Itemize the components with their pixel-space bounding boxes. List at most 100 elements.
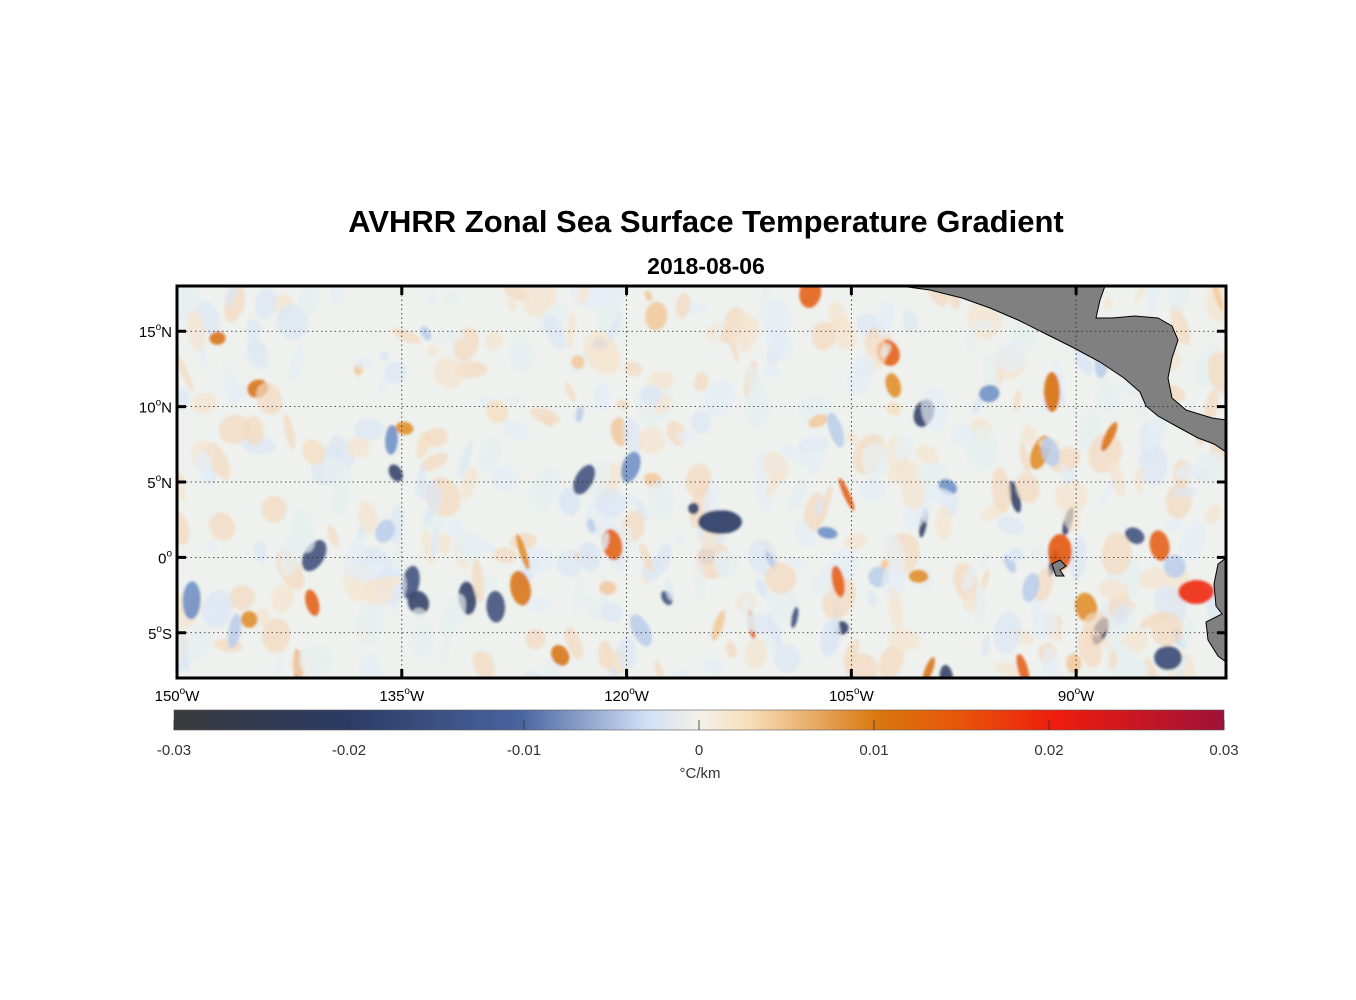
gradient-blob [1135, 466, 1144, 495]
gradient-blob [754, 476, 772, 514]
map-subtitle: 2018-08-06 [647, 253, 765, 279]
gradient-blob [384, 361, 407, 384]
gradient-blob [963, 592, 978, 613]
lon-tick-label: 105oW [829, 686, 875, 705]
colorbar-tick-label: 0.03 [1209, 742, 1238, 759]
gradient-blob [199, 345, 206, 368]
gradient-blob [1101, 532, 1132, 576]
gradient-blob [1109, 459, 1126, 497]
gradient-blob [665, 579, 674, 601]
gradient-blob [1167, 286, 1190, 313]
gradient-blob [1165, 519, 1183, 532]
gradient-blob [994, 611, 1022, 655]
gradient-blob [436, 330, 466, 344]
colorbar-tick-label: -0.03 [157, 742, 191, 759]
gradient-blob [582, 594, 601, 622]
gradient-blob [571, 355, 585, 370]
gradient-blob [694, 560, 706, 603]
lat-tick-label: 15oN [139, 322, 172, 341]
gradient-blob [208, 540, 218, 553]
gradient-blob [1043, 646, 1060, 678]
gradient-blob [254, 607, 271, 625]
gradient-blob [486, 590, 506, 623]
gradient-blob [1054, 479, 1088, 514]
colorbar-tick-label: -0.01 [507, 742, 541, 759]
gradient-blob [209, 331, 226, 345]
gradient-blob [401, 565, 420, 600]
colorbar-tick-label: 0.01 [859, 742, 888, 759]
gradient-blob [746, 364, 764, 408]
gradient-blob [331, 481, 349, 517]
gradient-blob [486, 399, 508, 424]
gradient-blob [815, 497, 824, 518]
colorbar-ticks: -0.03 -0.02 -0.01 0 0.01 0.02 0.03 [157, 720, 1239, 759]
gradient-blob [388, 464, 403, 482]
gradient-blob [838, 478, 855, 511]
gradient-blob [624, 361, 642, 377]
gradient-blob [428, 291, 437, 306]
gradient-blob [1040, 437, 1060, 467]
gradient-blob [902, 309, 918, 333]
gradient-blob [590, 333, 621, 375]
gradient-blob [240, 611, 258, 628]
gradient-blob [270, 654, 283, 678]
south-america-coast [1205, 557, 1226, 663]
gradient-blob [1048, 534, 1072, 570]
gradient-blob [744, 638, 768, 670]
gradient-blob [926, 487, 956, 505]
gradient-blob [551, 645, 570, 666]
gradient-blob [1019, 441, 1031, 474]
gradient-blob [1210, 286, 1224, 312]
gradient-blob [654, 543, 671, 575]
gradient-blob [1054, 361, 1066, 392]
gradient-blob [573, 464, 596, 495]
map-title: AVHRR Zonal Sea Surface Temperature Grad… [348, 204, 1064, 239]
gradient-blob [685, 302, 709, 314]
gradient-blob [639, 543, 654, 572]
gradient-blob [858, 478, 886, 503]
gradient-blob [344, 538, 368, 579]
lat-tick-label: 5oS [148, 624, 172, 643]
gradient-blob [630, 614, 652, 647]
gradient-blob [420, 326, 432, 341]
gradient-blob [599, 580, 617, 595]
gradient-blob [279, 534, 301, 577]
gradient-blob [698, 510, 742, 534]
gradient-blob [1007, 548, 1024, 562]
gradient-blob [415, 464, 426, 498]
gradient-blob [972, 395, 984, 415]
gradient-blob [773, 644, 801, 674]
gradient-blob [1109, 649, 1118, 670]
gradient-blob [621, 451, 641, 483]
gradient-field [177, 286, 1226, 678]
gradient-blob [229, 584, 255, 611]
gradient-blob [1070, 535, 1087, 581]
gradient-blob [1086, 630, 1103, 648]
gradient-blob [1021, 425, 1038, 446]
gradient-blob [380, 350, 389, 362]
gradient-blob [809, 574, 835, 596]
gradient-blob [1095, 384, 1121, 413]
gradient-blob [644, 290, 653, 302]
gradient-blob [510, 570, 531, 606]
gradient-blob [543, 415, 554, 427]
gradient-blob [780, 443, 796, 459]
gradient-blob [516, 534, 530, 570]
gradient-blob [458, 441, 473, 478]
gradient-blob [1003, 554, 1017, 573]
gradient-blob [794, 521, 816, 549]
gradient-blob [981, 569, 990, 590]
gradient-blob [790, 606, 799, 628]
gradient-blob [447, 519, 463, 538]
colorbar-tick-label: 0.02 [1034, 742, 1063, 759]
gradient-blob [565, 382, 576, 402]
gradient-blob [385, 425, 398, 455]
central-america-landmass [899, 286, 1226, 453]
gradient-blob [354, 356, 373, 369]
gradient-blob [799, 286, 822, 308]
gradient-blob [321, 457, 351, 488]
gradient-blob [420, 452, 449, 472]
gradient-blob [1204, 504, 1222, 525]
gradient-blob [357, 500, 378, 534]
